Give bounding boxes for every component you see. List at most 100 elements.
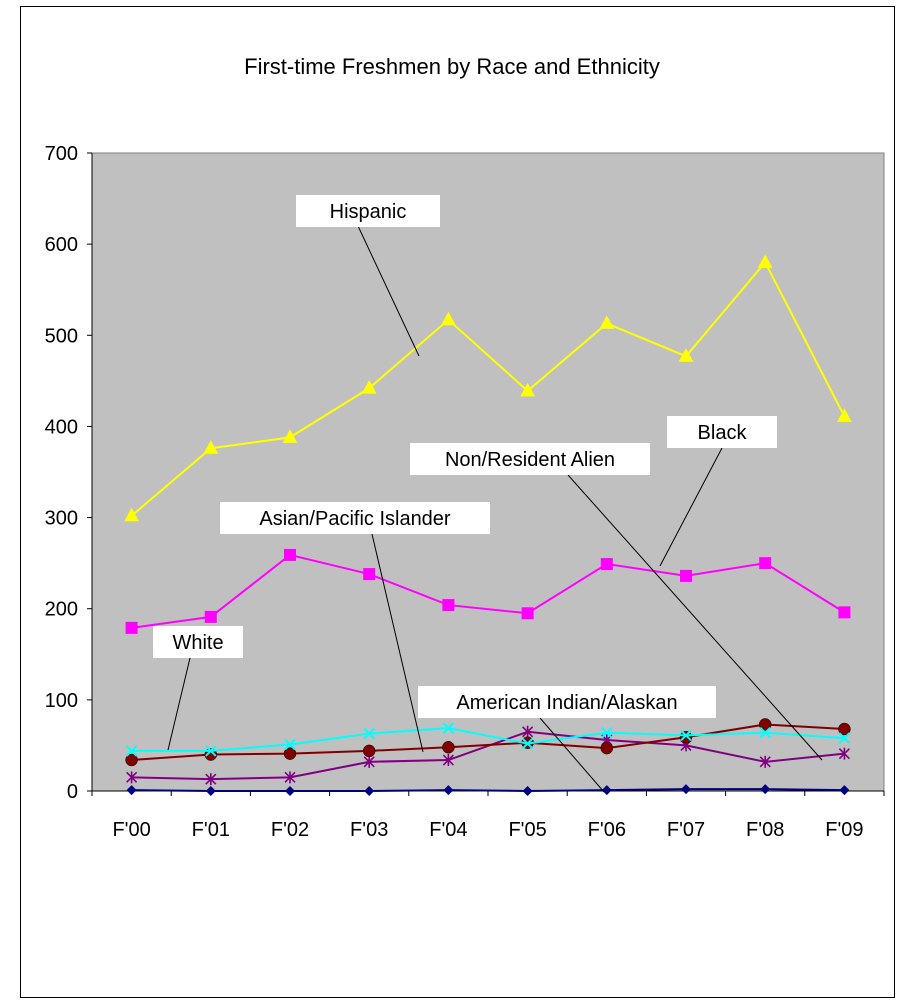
callout-box <box>220 502 490 534</box>
series-layer <box>124 254 852 796</box>
x-tick-label: F'00 <box>112 819 150 841</box>
annotation-layer: Hispanic Black Non/Resident Alien Asian/Pac… <box>153 195 823 793</box>
callout-box <box>296 195 440 227</box>
callout-white: White <box>153 626 243 751</box>
callout-label: American Indian/Alaskan <box>456 692 677 714</box>
y-tick-label: 500 <box>45 325 78 347</box>
x-tick-label: F'03 <box>350 819 388 841</box>
data-point-triangle <box>282 429 298 443</box>
callout-black: Black <box>659 416 777 567</box>
data-point-x <box>838 732 851 744</box>
data-point-x <box>363 727 375 740</box>
data-point-square <box>363 568 376 581</box>
data-point-star <box>126 771 138 784</box>
callout-box <box>418 686 716 718</box>
y-tick-label: 600 <box>45 234 78 256</box>
data-point-star <box>442 754 454 767</box>
series-line <box>131 723 845 762</box>
data-point-triangle <box>599 315 615 329</box>
y-tick-label: 0 <box>67 781 78 803</box>
x-tick-label: F'08 <box>746 819 784 841</box>
data-point-diamond <box>839 785 850 796</box>
callout-label: Non/Resident Alien <box>445 449 615 471</box>
x-tick-label: F'01 <box>192 819 230 841</box>
data-point-x <box>759 726 771 739</box>
y-tick-label: 400 <box>45 416 78 438</box>
data-point-circle <box>442 741 455 754</box>
series-hispanic <box>124 254 852 522</box>
data-point-circle <box>125 753 138 767</box>
callout-leader-line <box>371 533 424 753</box>
data-point-square <box>838 606 851 619</box>
data-point-square <box>600 558 613 571</box>
data-point-square <box>680 569 692 582</box>
data-point-diamond <box>760 784 771 795</box>
data-point-x <box>680 729 692 742</box>
data-point-square <box>521 607 534 620</box>
data-point-diamond <box>285 786 295 796</box>
x-tick-label: F'05 <box>508 819 546 841</box>
data-point-circle <box>600 741 614 755</box>
chart-title: First-time Freshmen by Race and Ethnicit… <box>244 54 660 79</box>
data-point-diamond <box>364 786 375 796</box>
x-tick-label: F'02 <box>271 819 309 841</box>
callout-box <box>667 416 777 448</box>
callout-label: Hispanic <box>330 201 407 223</box>
data-point-square <box>442 599 455 612</box>
data-point-square <box>759 557 772 570</box>
data-point-star <box>363 755 375 768</box>
data-point-triangle <box>441 311 456 326</box>
data-point-star <box>284 771 296 784</box>
data-point-diamond <box>601 785 612 796</box>
data-point-diamond <box>681 784 691 795</box>
data-point-square <box>284 548 296 561</box>
data-point-star <box>759 755 771 768</box>
data-point-diamond <box>522 786 533 796</box>
series-line <box>131 788 845 793</box>
data-point-triangle <box>520 382 535 397</box>
x-tick-label: F'04 <box>429 819 467 841</box>
x-tick-label: F'07 <box>667 819 705 841</box>
callout-box <box>153 626 243 658</box>
data-point-square <box>204 610 217 623</box>
data-point-circle <box>679 730 693 744</box>
callout-leader-line <box>357 225 420 357</box>
series-line <box>131 727 845 752</box>
data-point-x <box>601 726 613 739</box>
series-american-indian-alaskan <box>126 784 850 796</box>
data-point-star <box>205 773 217 786</box>
callout-leader-line <box>539 717 605 793</box>
data-point-circle <box>758 718 772 731</box>
callout-non-resident-alien: Non/Resident Alien <box>410 443 823 761</box>
series-white <box>125 722 851 757</box>
data-point-diamond <box>205 786 216 796</box>
series-line <box>130 260 846 517</box>
callout-hispanic: Hispanic <box>296 195 440 357</box>
callout-label: Asian/Pacific Islander <box>259 508 451 530</box>
y-tick-label: 700 <box>45 143 78 165</box>
data-point-triangle <box>203 440 219 454</box>
callout-leader-line <box>659 447 723 567</box>
callout-label: Black <box>698 422 748 444</box>
data-point-triangle <box>124 507 139 522</box>
callout-label: White <box>172 632 223 654</box>
data-point-triangle <box>837 408 852 422</box>
y-tick-label: 200 <box>45 599 78 621</box>
callout-leader-line <box>567 474 823 761</box>
data-point-star <box>522 725 534 738</box>
series-line <box>131 553 845 629</box>
data-point-x <box>442 722 455 734</box>
data-point-triangle <box>361 380 377 394</box>
data-point-circle <box>838 722 851 736</box>
data-point-x <box>205 745 217 757</box>
callout-leader-line <box>167 657 191 751</box>
data-point-circle <box>362 744 376 758</box>
data-point-circle <box>283 747 297 760</box>
series-black <box>125 548 851 634</box>
callout-american-indian-alaskan: American Indian/Alaskan <box>418 686 716 793</box>
data-point-square <box>125 621 138 634</box>
y-tick-label: 100 <box>45 690 78 712</box>
callout-box <box>410 443 650 475</box>
callout-asian-pacific-islander: Asian/Pacific Islander <box>220 502 490 753</box>
